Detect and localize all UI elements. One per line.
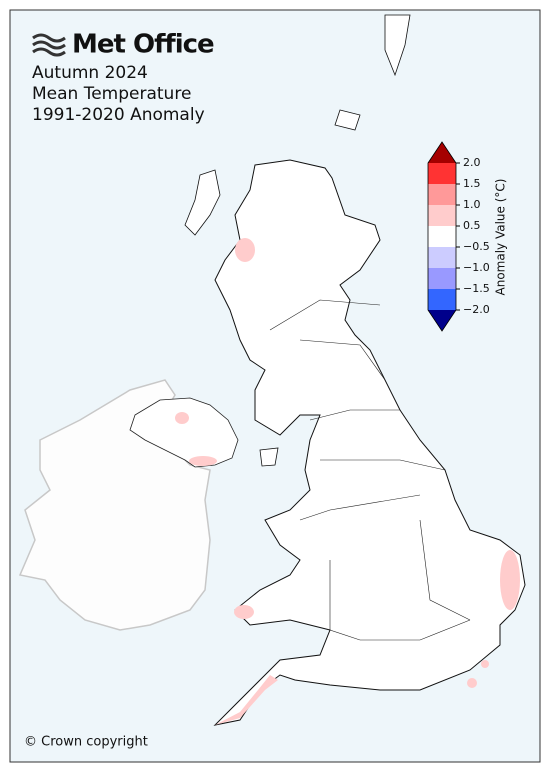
logo-text: Met Office [72,30,214,60]
colorbar-segment [428,289,456,310]
colorbar-segment [428,268,456,289]
colorbar: 2.0 1.5 1.0 0.5 −0.5 −1.0 −1.5 −2.0 [427,141,490,332]
title-line: 1991-2020 Anomaly [32,105,205,125]
region-boundaries [269,299,471,641]
colorbar-segment [428,184,456,205]
great-britain [213,159,526,726]
copyright: © Crown copyright [24,735,148,750]
colorbar-label: Anomaly Value (°C) [494,179,508,296]
logo-icon [32,33,66,57]
anomaly-patches [175,238,520,725]
colorbar-tick-label: −2.0 [463,303,490,316]
colorbar-tick-label: −1.0 [463,261,490,274]
colorbar-segment [428,247,456,268]
colorbar-tick-label: 1.0 [463,198,481,211]
islands [184,14,411,467]
colorbar-over [428,142,456,163]
colorbar-tick-label: 1.5 [463,177,481,190]
title-line: Mean Temperature [32,84,191,104]
colorbar-segment [428,205,456,226]
colorbar-tick-label: −0.5 [463,240,490,253]
ireland [18,379,211,631]
colorbar-tick-label: −1.5 [463,282,490,295]
colorbar-under [428,310,456,331]
colorbar-tick-label: 0.5 [463,219,481,232]
title-line: Autumn 2024 [32,63,148,83]
colorbar-segment [428,163,456,184]
northern-ireland [129,397,239,468]
colorbar-segment [428,226,456,247]
colorbar-tick-label: 2.0 [463,156,481,169]
